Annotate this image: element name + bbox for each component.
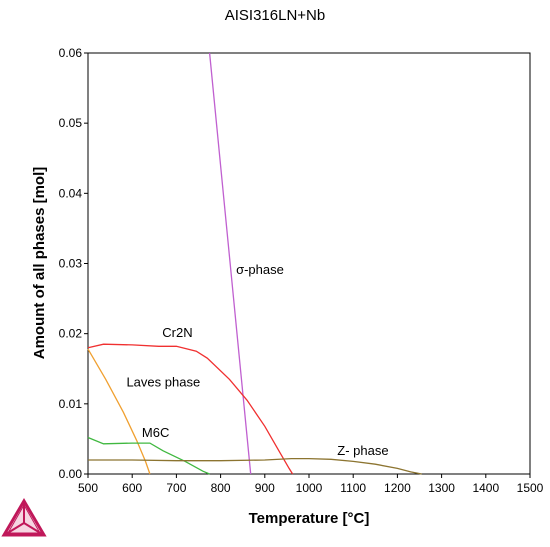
x-tick-label: 900 [255, 481, 275, 495]
series-label: Laves phase [126, 374, 200, 389]
series-label: σ-phase [236, 262, 284, 277]
chart-title: AISI316LN+Nb [224, 7, 326, 24]
y-tick-label: 0.06 [59, 46, 83, 60]
x-tick-label: 1200 [384, 481, 411, 495]
thermo-calc-logo-icon [1, 498, 47, 537]
series-line-m6c [87, 436, 210, 475]
x-tick-label: 1500 [517, 481, 544, 495]
annotations-group: σ-phase Cr2N Laves phase M6C Z- phase [126, 262, 388, 458]
x-tick-label: 1100 [340, 481, 366, 495]
y-tick-label: 0.02 [59, 327, 83, 341]
plot-area [87, 52, 531, 475]
series-label: Z- phase [337, 443, 388, 458]
series-line-z-phase [88, 457, 422, 475]
y-tick-label: 0.05 [59, 116, 83, 130]
x-tick-label: 500 [78, 481, 98, 495]
axis-ticks: 500 600 700 800 900 1000 1100 1200 1300 1400 1500 0… [59, 46, 544, 495]
series-label: M6C [142, 425, 169, 440]
series-line-laves-phase [87, 348, 151, 475]
y-tick-label: 0.00 [59, 467, 83, 481]
x-tick-label: 1400 [472, 481, 499, 495]
y-tick-label: 0.03 [59, 257, 83, 271]
x-axis-label: Temperature [°C] [249, 510, 370, 527]
x-tick-label: 800 [211, 481, 231, 495]
x-tick-label: 1000 [296, 481, 323, 495]
x-tick-label: 700 [166, 481, 186, 495]
x-tick-label: 1300 [428, 481, 455, 495]
y-tick-label: 0.04 [59, 186, 83, 200]
y-axis-label: Amount of all phases [mol] [31, 167, 48, 360]
series-line--phase [208, 52, 252, 475]
y-tick-label: 0.01 [59, 397, 83, 411]
x-tick-label: 600 [122, 481, 142, 495]
series-line-cr2n [87, 343, 294, 475]
series-label: Cr2N [162, 325, 192, 340]
series-group [87, 52, 422, 475]
